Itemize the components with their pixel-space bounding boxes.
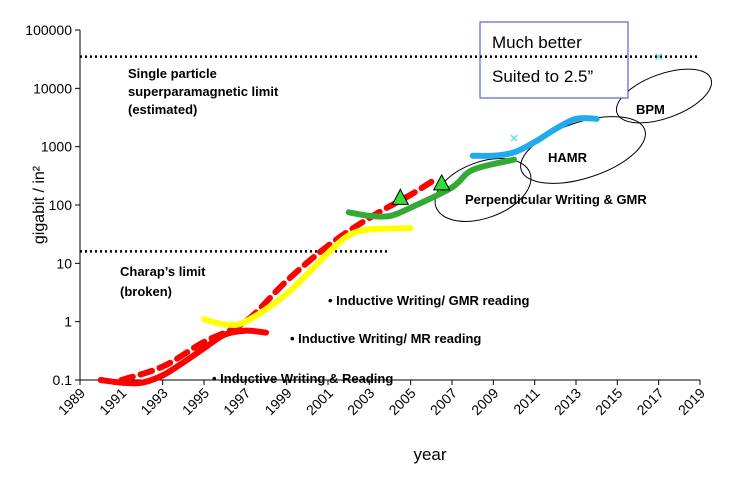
annotation: (estimated): [128, 102, 197, 117]
marker-triangle: [432, 173, 451, 191]
series-line: [97, 327, 269, 387]
x-tick-label: 1993: [137, 385, 170, 418]
y-tick-label: 1: [64, 314, 72, 330]
x-tick-label: 2015: [592, 385, 625, 418]
series-line: [201, 225, 414, 329]
marker-cross: [510, 134, 518, 142]
x-tick-label: 1989: [55, 385, 88, 418]
annotation: • Inductive Writing/ MR reading: [290, 331, 481, 346]
marker-triangle: [391, 188, 410, 205]
x-tick-label: 1991: [96, 385, 129, 418]
x-tick-label: 1997: [220, 385, 253, 418]
y-axis-title: gigabit / in²: [31, 165, 48, 244]
x-tick-label: 1995: [179, 385, 212, 418]
note-text: Much better: [492, 33, 582, 52]
x-tick-label: 2003: [344, 385, 377, 418]
x-tick-label: 2017: [633, 385, 666, 418]
annotation: superparamagnetic limit: [128, 84, 279, 99]
region-ellipse: [520, 116, 646, 184]
annotation: • Inductive Writing & Reading: [212, 371, 393, 386]
y-tick-label: 10000: [33, 80, 72, 96]
note-box: [479, 21, 629, 99]
region-ellipse: [434, 158, 532, 222]
annotation: (broken): [120, 284, 172, 299]
annotation: HAMR: [548, 150, 588, 165]
annotation: • Inductive Writing/ GMR reading: [328, 293, 530, 308]
y-tick-label: 10: [56, 255, 72, 271]
x-tick-label: 2007: [427, 385, 460, 418]
region-ellipse: [615, 68, 713, 124]
annotation: Single particle: [128, 66, 217, 81]
y-tick-label: 100000: [25, 22, 72, 38]
x-tick-label: 2019: [675, 385, 708, 418]
series-line: [469, 115, 600, 159]
y-tick-label: 1000: [41, 139, 72, 155]
x-tick-label: 2009: [468, 385, 501, 418]
y-tick-label: 0.1: [53, 372, 73, 388]
x-tick-label: 1999: [261, 385, 294, 418]
x-tick-label: 2013: [551, 385, 584, 418]
y-tick-label: 100: [49, 197, 73, 213]
x-tick-label: 2001: [303, 385, 336, 418]
x-axis-title: year: [413, 445, 446, 464]
marker-cross: [655, 53, 663, 61]
note-text: Suited to 2.5”: [492, 67, 593, 86]
annotation: BPM: [636, 102, 665, 117]
x-tick-label: 2011: [510, 385, 543, 418]
annotation: Charap’s limit: [120, 264, 206, 279]
series-line: [345, 156, 517, 220]
annotation: Perpendicular Writing & GMR: [465, 192, 647, 207]
technology-regions: [434, 68, 713, 222]
series-line: [118, 178, 435, 383]
x-tick-label: 2005: [385, 385, 418, 418]
